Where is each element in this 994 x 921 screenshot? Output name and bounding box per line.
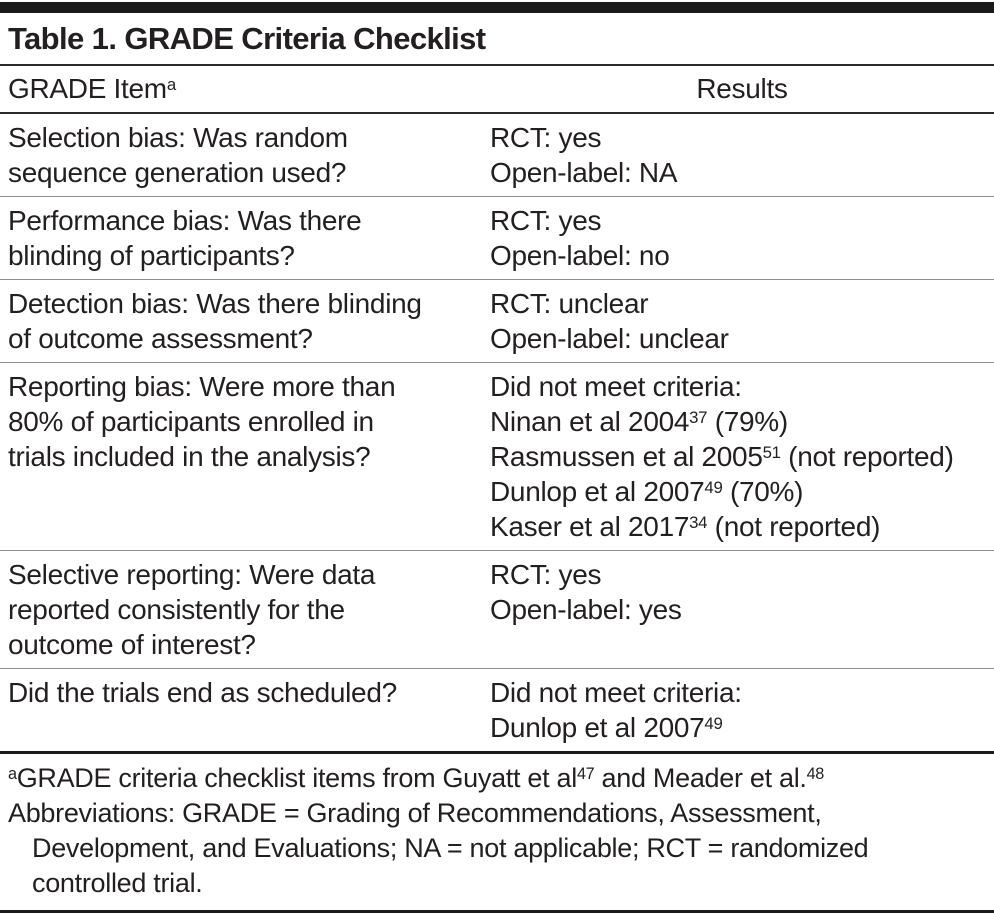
table-row: Reporting bias: Were more than 80% of par…	[0, 362, 994, 550]
results-cell: RCT: yes Open-label: yes	[490, 557, 994, 662]
result-line: Did not meet criteria:	[490, 675, 990, 710]
table-row: Selective reporting: Were data reported c…	[0, 550, 994, 668]
result-line: Open-label: NA	[490, 155, 990, 190]
results-cell: RCT: yes Open-label: NA	[490, 120, 994, 190]
reference-superscript: 49	[704, 477, 723, 497]
item-line: Reporting bias: Were more than	[8, 371, 396, 402]
grade-item-cell: Selective reporting: Were data reported c…	[0, 557, 490, 662]
table-header-row: GRADE Itema Results	[0, 66, 994, 112]
result-line: Dunlop et al 200749 (70%)	[490, 474, 990, 509]
result-text: RCT: yes	[490, 559, 602, 590]
title-divider-rule	[0, 64, 994, 66]
result-text: Ninan et al 2004	[490, 406, 690, 437]
result-text: Did not meet criteria:	[490, 677, 742, 708]
abbreviations-line-3: controlled trial.	[32, 868, 203, 898]
header-results-label: Results	[696, 73, 788, 104]
rows-container: Selection bias: Was random sequence gener…	[0, 114, 994, 751]
reference-superscript: 49	[704, 713, 723, 733]
result-text: Kaser et al 2017	[490, 511, 690, 542]
result-text: (79%)	[707, 406, 789, 437]
result-text: Did not meet criteria:	[490, 371, 742, 402]
results-cell: Did not meet criteria: Ninan et al 200437…	[490, 369, 994, 544]
table-row: Did the trials end as scheduled? Did not …	[0, 668, 994, 751]
reference-superscript: 37	[689, 407, 708, 427]
grade-item-cell: Detection bias: Was there blinding of out…	[0, 286, 490, 356]
footnote-a-reference-superscript-2: 48	[806, 764, 825, 783]
footnote-a-text-1: GRADE criteria checklist items from Guya…	[16, 763, 578, 793]
item-line: trials included in the analysis?	[8, 441, 371, 472]
grade-item-cell: Did the trials end as scheduled?	[0, 675, 490, 745]
table-title: Table 1. GRADE Criteria Checklist	[8, 21, 486, 56]
result-text: (70%)	[722, 476, 804, 507]
reference-superscript: 51	[762, 442, 781, 462]
result-line: Dunlop et al 200749	[490, 710, 990, 745]
header-divider-rule	[0, 112, 994, 114]
result-text: Dunlop et al 2007	[490, 712, 705, 743]
result-line: Ninan et al 200437 (79%)	[490, 404, 990, 439]
footnote-section: aGRADE criteria checklist items from Guy…	[0, 754, 994, 906]
item-line: of outcome assessment?	[8, 323, 313, 354]
result-line: Did not meet criteria:	[490, 369, 990, 404]
header-grade-item-label: GRADE Item	[8, 73, 167, 104]
footnote-a-reference-superscript-1: 47	[576, 764, 595, 783]
footnote-a-text-2: and Meader et al.	[594, 763, 807, 793]
reference-superscript: 34	[689, 512, 708, 532]
table-bottom-rule	[0, 910, 994, 913]
result-line: Open-label: yes	[490, 592, 990, 627]
header-grade-item: GRADE Itema	[0, 71, 490, 106]
result-text: RCT: yes	[490, 122, 602, 153]
result-text: RCT: unclear	[490, 288, 649, 319]
item-line: reported consistently for the	[8, 594, 345, 625]
item-line: 80% of participants enrolled in	[8, 406, 374, 437]
result-line: Rasmussen et al 200551 (not reported)	[490, 439, 990, 474]
result-line: Open-label: unclear	[490, 321, 990, 356]
result-text: Rasmussen et al 2005	[490, 441, 763, 472]
result-text: (not reported)	[780, 441, 954, 472]
item-line: Selective reporting: Were data	[8, 559, 376, 590]
results-cell: RCT: yes Open-label: no	[490, 203, 994, 273]
item-line: Selection bias: Was random	[8, 122, 348, 153]
item-line: sequence generation used?	[8, 157, 347, 188]
result-line: Kaser et al 201734 (not reported)	[490, 509, 990, 544]
abbreviations-line-2: Development, and Evaluations; NA = not a…	[32, 833, 869, 863]
result-line: RCT: yes	[490, 557, 990, 592]
result-text: Open-label: no	[490, 240, 670, 271]
grade-item-cell: Selection bias: Was random sequence gener…	[0, 120, 490, 190]
item-line: Detection bias: Was there blinding	[8, 288, 422, 319]
grade-item-cell: Reporting bias: Were more than 80% of par…	[0, 369, 490, 544]
result-line: RCT: yes	[490, 120, 990, 155]
item-line: Did the trials end as scheduled?	[8, 677, 397, 708]
result-text: (not reported)	[707, 511, 881, 542]
abbreviations-line-1: Abbreviations: GRADE = Grading of Recomm…	[8, 798, 822, 828]
table-row: Detection bias: Was there blinding of out…	[0, 279, 994, 362]
grade-item-cell: Performance bias: Was there blinding of p…	[0, 203, 490, 273]
results-cell: RCT: unclear Open-label: unclear	[490, 286, 994, 356]
footnote-a-marker: a	[8, 764, 17, 783]
item-line: outcome of interest?	[8, 629, 256, 660]
result-line: Open-label: no	[490, 238, 990, 273]
results-cell: Did not meet criteria: Dunlop et al 20074…	[490, 675, 994, 745]
result-text: Dunlop et al 2007	[490, 476, 705, 507]
table-row: Selection bias: Was random sequence gener…	[0, 114, 994, 196]
result-line: RCT: unclear	[490, 286, 990, 321]
result-text: Open-label: yes	[490, 594, 682, 625]
result-text: Open-label: unclear	[490, 323, 729, 354]
item-line: Performance bias: Was there	[8, 205, 362, 236]
footnote-divider-rule	[0, 751, 994, 754]
footnote-a: aGRADE criteria checklist items from Guy…	[8, 761, 986, 796]
table-row: Performance bias: Was there blinding of p…	[0, 196, 994, 279]
result-text: Open-label: NA	[490, 157, 678, 188]
item-line: blinding of participants?	[8, 240, 295, 271]
table-top-rule	[0, 2, 994, 13]
result-line: RCT: yes	[490, 203, 990, 238]
header-item-superscript: a	[166, 74, 176, 94]
result-text: RCT: yes	[490, 205, 602, 236]
